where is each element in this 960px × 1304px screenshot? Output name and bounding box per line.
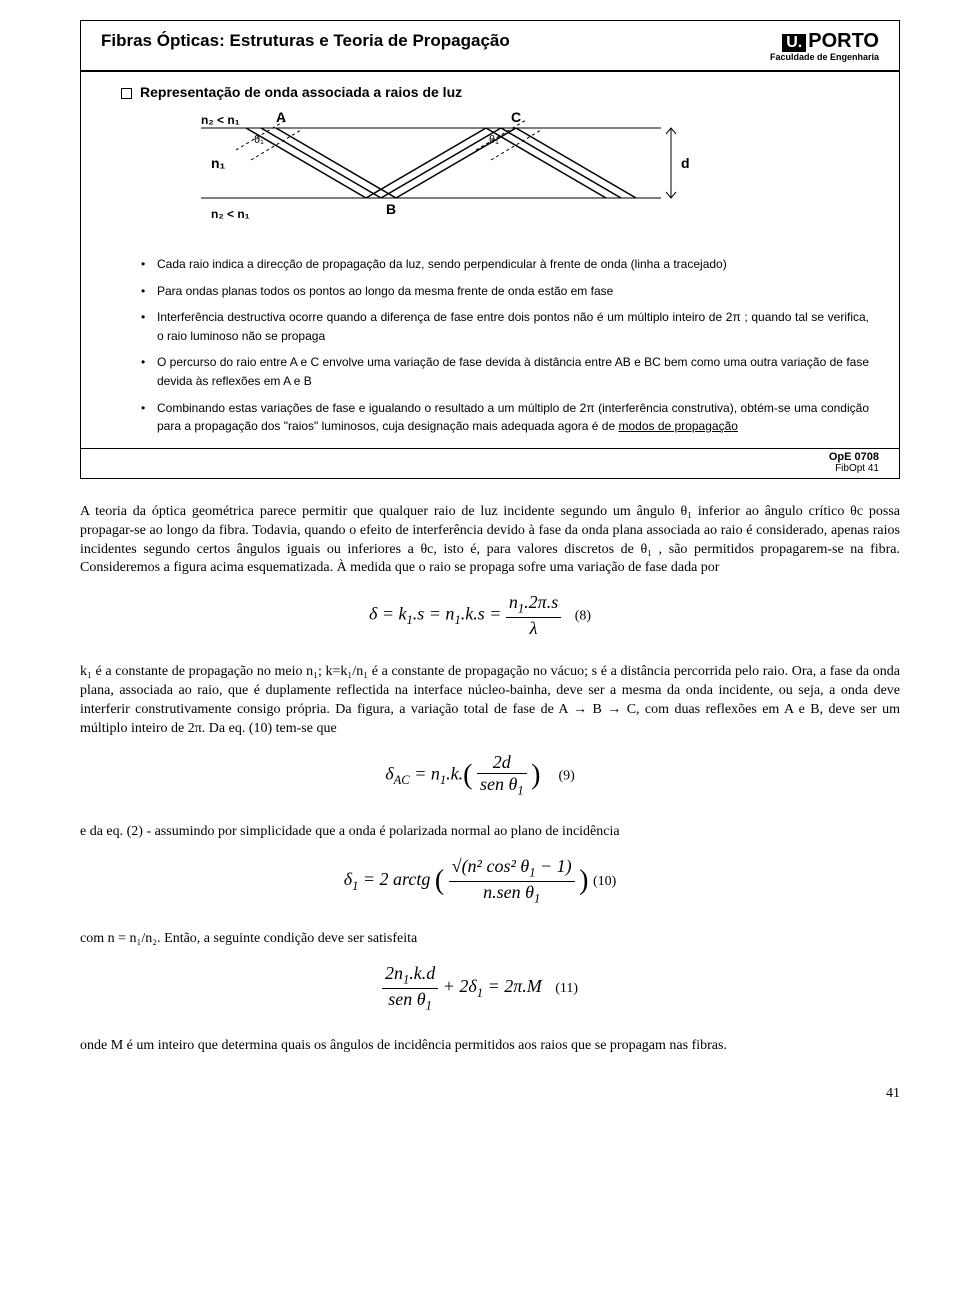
slide-subtitle: Representação de onda associada a raios … <box>140 84 462 100</box>
bullet-item: Para ondas planas todos os pontos ao lon… <box>141 282 869 301</box>
logo-text: PORTO <box>808 30 879 52</box>
lbl-C: C <box>511 109 521 125</box>
equation-8: δ = k1.s = n1.k.s = n1.2π.sλ (8) <box>0 592 960 639</box>
bullet-item: Combinando estas variações de fase e igu… <box>141 399 869 436</box>
ray-diagram: n₂ < n₁ A C θ₁ θ₁ n₁ d n₂ < n₁ B <box>141 108 869 243</box>
footer-code: OpE 0708 <box>81 451 879 463</box>
bullet-square-icon <box>121 88 132 99</box>
paragraph-3: e da eq. (2) - assumindo por simplicidad… <box>80 823 900 842</box>
logo-box: U. <box>782 34 806 52</box>
bullet-item: Interferência destructiva ocorre quando … <box>141 308 869 345</box>
lbl-n2n1-bot: n₂ < n₁ <box>211 207 250 221</box>
paragraph-1: A teoria da óptica geométrica parece per… <box>80 503 900 579</box>
equation-11: 2n1.k.dsen θ1 + 2δ1 = 2π.M (11) <box>0 963 960 1013</box>
bullet-item: O percurso do raio entre A e C envolve u… <box>141 353 869 390</box>
slide-header: Fibras Ópticas: Estruturas e Teoria de P… <box>81 31 899 72</box>
eq11-number: (11) <box>555 981 578 996</box>
lbl-d: d <box>681 155 690 171</box>
paragraph-5: onde M é um inteiro que determina quais … <box>80 1037 900 1056</box>
porto-logo: U.PORTO Faculdade de Engenharia <box>770 31 879 62</box>
page-number: 41 <box>0 1086 900 1102</box>
eq9-number: (9) <box>558 769 574 784</box>
lbl-theta2: θ₁ <box>489 134 499 146</box>
lbl-B: B <box>386 201 396 217</box>
equation-9: δAC = n1.k.( 2dsen θ1 ) (9) <box>0 752 960 799</box>
slide-footer: OpE 0708 FibOpt 41 <box>81 448 899 478</box>
bullet-item: Cada raio indica a direcção de propagaçã… <box>141 255 869 274</box>
bullet-list: Cada raio indica a direcção de propagaçã… <box>141 255 869 436</box>
modos-underline: modos de propagação <box>619 419 738 433</box>
footer-sub: FibOpt 41 <box>81 463 879 474</box>
paragraph-2: k₁ é a constante de propagação no meio n… <box>80 663 900 739</box>
paragraph-4: com n = n₁/n₂. Então, a seguinte condiçã… <box>80 930 900 949</box>
logo-sub: Faculdade de Engenharia <box>770 53 879 62</box>
eq8-number: (8) <box>575 609 591 624</box>
slide-title: Fibras Ópticas: Estruturas e Teoria de P… <box>101 31 510 51</box>
slide-container: Fibras Ópticas: Estruturas e Teoria de P… <box>80 20 900 479</box>
slide-body: Representação de onda associada a raios … <box>81 72 899 448</box>
lbl-A: A <box>276 109 286 125</box>
equation-10: δ1 = 2 arctg ( √(n² cos² θ1 − 1)n.sen θ1… <box>0 856 960 906</box>
lbl-n2n1-top: n₂ < n₁ <box>201 113 240 127</box>
slide-subtitle-row: Representação de onda associada a raios … <box>121 84 869 100</box>
lbl-theta1: θ₁ <box>254 134 264 146</box>
eq10-number: (10) <box>593 874 616 889</box>
lbl-n1: n₁ <box>211 155 226 171</box>
